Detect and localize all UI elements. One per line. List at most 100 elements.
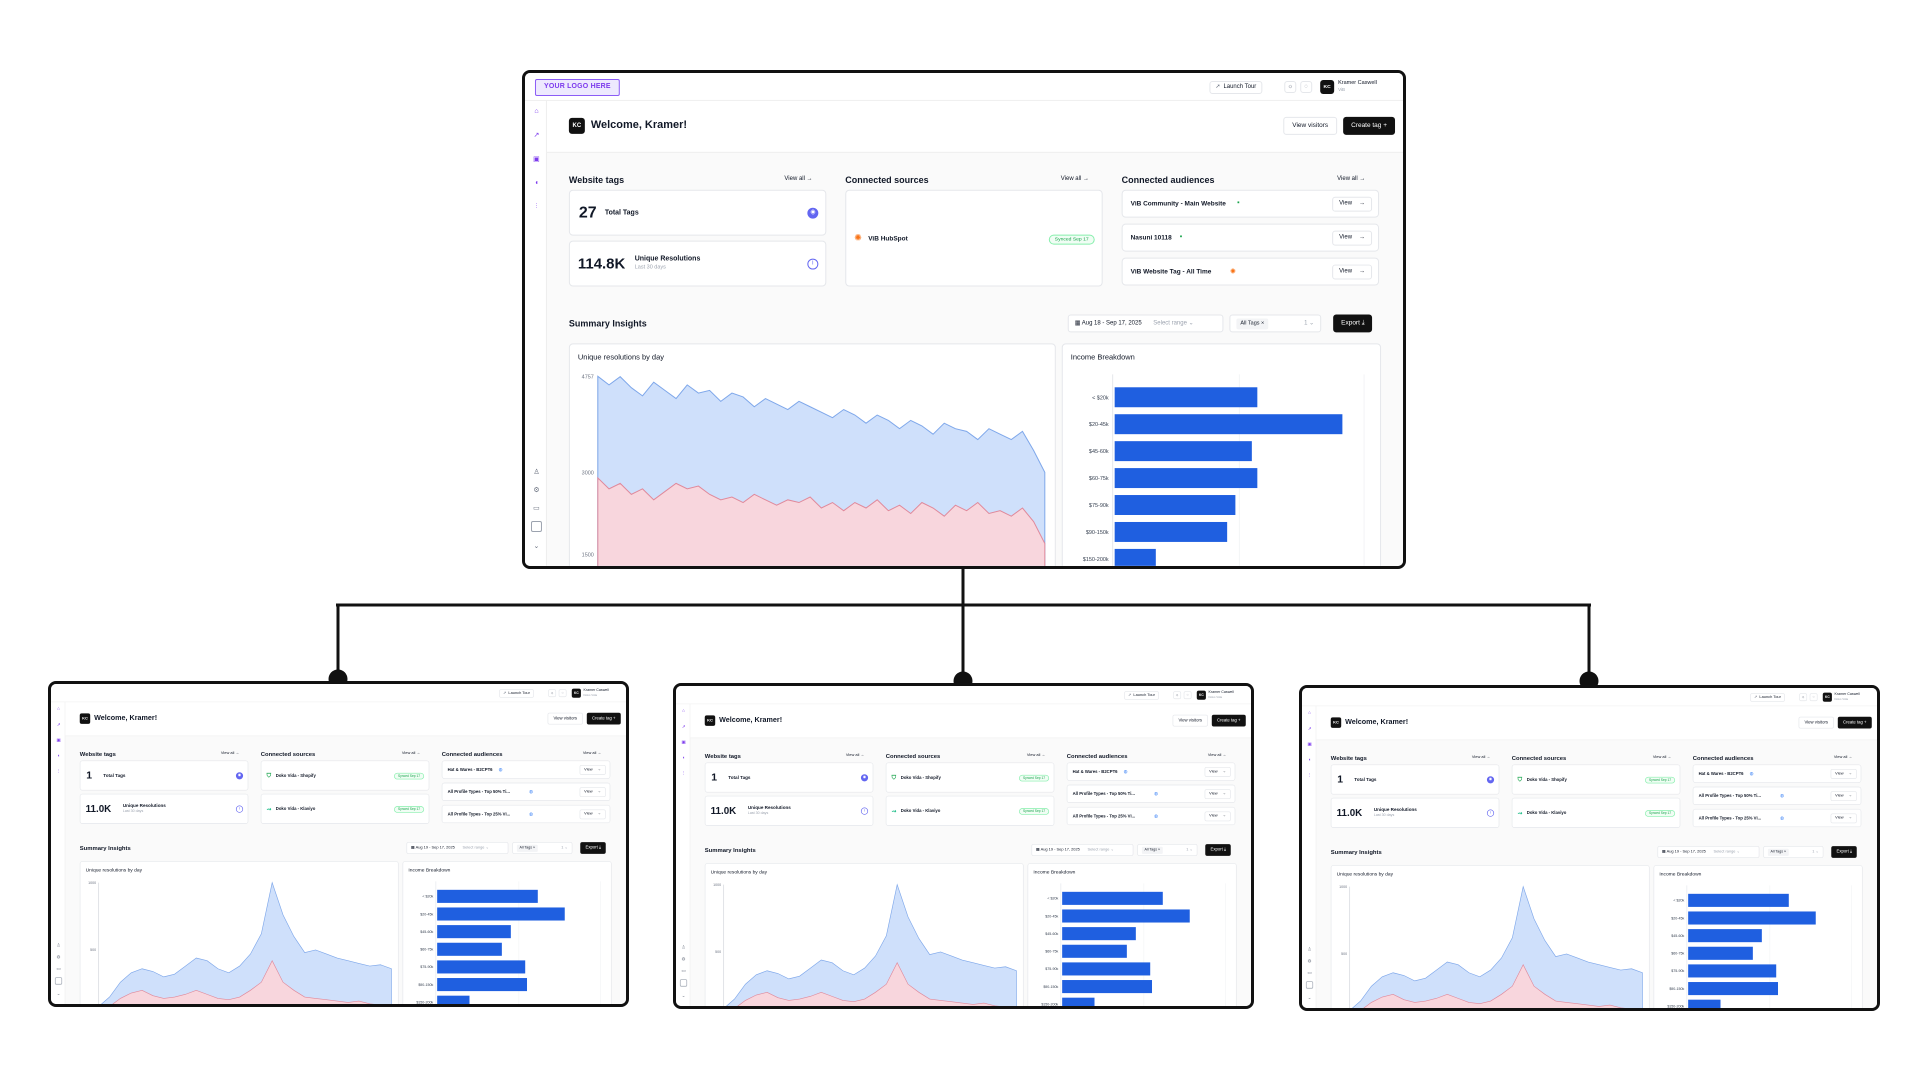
select-range-dropdown[interactable]: Select range [462, 846, 485, 850]
connected-sources-view-all[interactable]: View all → [1653, 755, 1671, 759]
audience-row[interactable]: All Profile Types - Top 50% Ti... ◍ View → [1066, 784, 1236, 803]
tag-icon[interactable]: ▣ [533, 155, 540, 163]
home-icon[interactable]: ⌂ [1308, 710, 1311, 716]
collapse-sidebar-icon[interactable] [1305, 981, 1314, 989]
source-card[interactable]: ⛉ Doko Vida - Shopify Synced Sep 17 [260, 760, 430, 791]
avatar[interactable]: KC [1196, 690, 1206, 700]
book-icon[interactable]: ▭ [533, 505, 540, 512]
tags-filter[interactable]: All Tags × 1 ⌄ [1763, 846, 1824, 858]
export-button[interactable]: Export ⤓ [1831, 846, 1858, 858]
tags-filter[interactable]: All Tags × 1 ⌄ [512, 842, 573, 854]
connected-sources-view-all[interactable]: View all → [1061, 176, 1089, 182]
sun-icon[interactable]: ☼ [1173, 691, 1182, 700]
select-range-dropdown[interactable]: Select range [1153, 320, 1187, 327]
close-icon[interactable]: × [1158, 848, 1161, 852]
avatar[interactable]: KC [571, 688, 581, 698]
chevron-down-icon[interactable]: ⌄ [1307, 995, 1312, 1001]
bar-chart-icon[interactable]: ⫶ [57, 769, 60, 775]
audience-row[interactable]: ViB Community - Main Website ▪ View → [1121, 189, 1380, 218]
view-visitors-button[interactable]: View visitors [1283, 116, 1338, 135]
audience-view-button[interactable]: View → [1332, 230, 1373, 246]
website-tags-view-all[interactable]: View all → [1472, 755, 1490, 759]
audience-view-button[interactable]: View → [579, 809, 606, 820]
source-card[interactable]: ⛉ Doko Vida - Shopify Synced Sep 17 [885, 762, 1055, 793]
megaphone-icon[interactable]: ◖ [682, 755, 685, 761]
audience-view-button[interactable]: View → [1204, 811, 1231, 822]
create-tag-button[interactable]: Create tag + [586, 712, 621, 725]
avatar[interactable]: KC [1822, 692, 1832, 702]
user-icon[interactable]: ♙ [56, 943, 61, 948]
chevron-down-icon[interactable]: ⌄ [56, 991, 61, 997]
audience-row[interactable]: All Profile Types - Top 25% Vi... ◍ View → [1066, 806, 1236, 826]
source-card[interactable]: ⇝ Doko Vida - Klaviyo Synced Sep 17 [1511, 797, 1681, 828]
select-range-dropdown[interactable]: Select range [1713, 850, 1736, 854]
settings-icon[interactable]: ⚙ [1307, 959, 1312, 964]
view-visitors-button[interactable]: View visitors [1172, 714, 1208, 727]
source-card[interactable]: ⇝ Doko Vida - Klaviyo Synced Sep 17 [260, 793, 430, 824]
select-range-dropdown[interactable]: Select range [1087, 848, 1110, 852]
launch-tour-button[interactable]: ➚ Launch Tour [1209, 80, 1263, 94]
connected-audiences-view-all[interactable]: View all → [1208, 753, 1226, 757]
chevron-down-icon[interactable]: ⌄ [681, 993, 686, 999]
book-icon[interactable]: ▭ [681, 968, 686, 974]
sun-icon[interactable]: ☼ [1799, 693, 1808, 702]
bell-icon[interactable]: ◌ [1809, 693, 1818, 702]
chart-icon[interactable]: ↗ [56, 722, 61, 728]
audience-row[interactable]: All Profile Types - Top 25% Vi... ◍ View → [441, 804, 611, 824]
audience-row[interactable]: ViB Website Tag - All Time ✺ View → [1121, 257, 1380, 286]
tags-filter[interactable]: All Tags × 1 ⌄ [1137, 844, 1198, 856]
bar-chart-icon[interactable]: ⫶ [682, 771, 685, 777]
user-name[interactable]: Kramer Caswell [1208, 690, 1234, 695]
export-button[interactable]: Export ⤓ [1333, 314, 1373, 333]
chart-icon[interactable]: ↗ [681, 724, 686, 730]
audience-view-button[interactable]: View → [1830, 769, 1857, 779]
user-name[interactable]: Kramer Caswell [583, 688, 609, 693]
close-icon[interactable]: × [1784, 850, 1787, 854]
bar-chart-icon[interactable]: ⫶ [535, 203, 538, 211]
create-tag-button[interactable]: Create tag + [1837, 716, 1872, 729]
bell-icon[interactable]: ◌ [1300, 80, 1313, 93]
tag-chip[interactable]: All Tags × [1767, 848, 1789, 856]
avatar[interactable]: KC [1320, 79, 1335, 94]
sun-icon[interactable]: ☼ [548, 689, 557, 698]
book-icon[interactable]: ▭ [1307, 970, 1312, 976]
launch-tour-button[interactable]: ➚ Launch Tour [1750, 693, 1785, 702]
source-card[interactable]: ⇝ Doko Vida - Klaviyo Synced Sep 17 [885, 795, 1055, 826]
audience-row[interactable]: All Profile Types - Top 50% Ti... ◍ View → [441, 782, 611, 801]
audience-row[interactable]: Hat & Wares - B2CPT6 ◍ View → [1066, 762, 1236, 781]
connected-sources-view-all[interactable]: View all → [402, 751, 420, 755]
chart-icon[interactable]: ↗ [1307, 726, 1312, 732]
audience-row[interactable]: All Profile Types - Top 25% Vi... ◍ View → [1692, 808, 1862, 828]
tag-icon[interactable]: ▣ [681, 740, 686, 745]
launch-tour-button[interactable]: ➚ Launch Tour [499, 689, 534, 698]
megaphone-icon[interactable]: ◖ [534, 179, 539, 187]
close-icon[interactable]: × [533, 846, 536, 850]
megaphone-icon[interactable]: ◖ [1308, 757, 1311, 763]
bar-chart-icon[interactable]: ⫶ [1308, 773, 1311, 779]
date-range-picker[interactable]: ▦ Aug 19 - Sep 17, 2025 Select range ⌄ [1031, 844, 1134, 856]
close-icon[interactable]: × [1261, 320, 1265, 327]
audience-view-button[interactable]: View → [1332, 196, 1373, 212]
settings-icon[interactable]: ⚙ [533, 487, 540, 495]
view-visitors-button[interactable]: View visitors [1798, 716, 1834, 729]
settings-icon[interactable]: ⚙ [56, 955, 61, 960]
connected-audiences-view-all[interactable]: View all → [1337, 176, 1365, 182]
settings-icon[interactable]: ⚙ [681, 957, 686, 962]
create-tag-button[interactable]: Create tag + [1211, 714, 1246, 727]
audience-view-button[interactable]: View → [1830, 791, 1857, 802]
date-range-picker[interactable]: ▦ Aug 19 - Sep 17, 2025 Select range ⌄ [406, 842, 509, 854]
view-visitors-button[interactable]: View visitors [547, 712, 583, 725]
website-tags-view-all[interactable]: View all → [221, 751, 239, 755]
user-name[interactable]: Kramer Caswell [1338, 79, 1377, 86]
date-range-picker[interactable]: ▦ Aug 18 - Sep 17, 2025 Select range ⌄ [1067, 314, 1224, 333]
website-tags-view-all[interactable]: View all → [846, 753, 864, 757]
megaphone-icon[interactable]: ◖ [57, 753, 60, 759]
sun-icon[interactable]: ☼ [1284, 80, 1297, 93]
user-icon[interactable]: ♙ [533, 469, 540, 477]
home-icon[interactable]: ⌂ [534, 107, 539, 115]
audience-view-button[interactable]: View → [579, 787, 606, 798]
collapse-sidebar-icon[interactable] [54, 977, 63, 985]
create-tag-button[interactable]: Create tag + [1343, 116, 1395, 135]
book-icon[interactable]: ▭ [56, 966, 61, 972]
audience-view-button[interactable]: View → [579, 765, 606, 775]
